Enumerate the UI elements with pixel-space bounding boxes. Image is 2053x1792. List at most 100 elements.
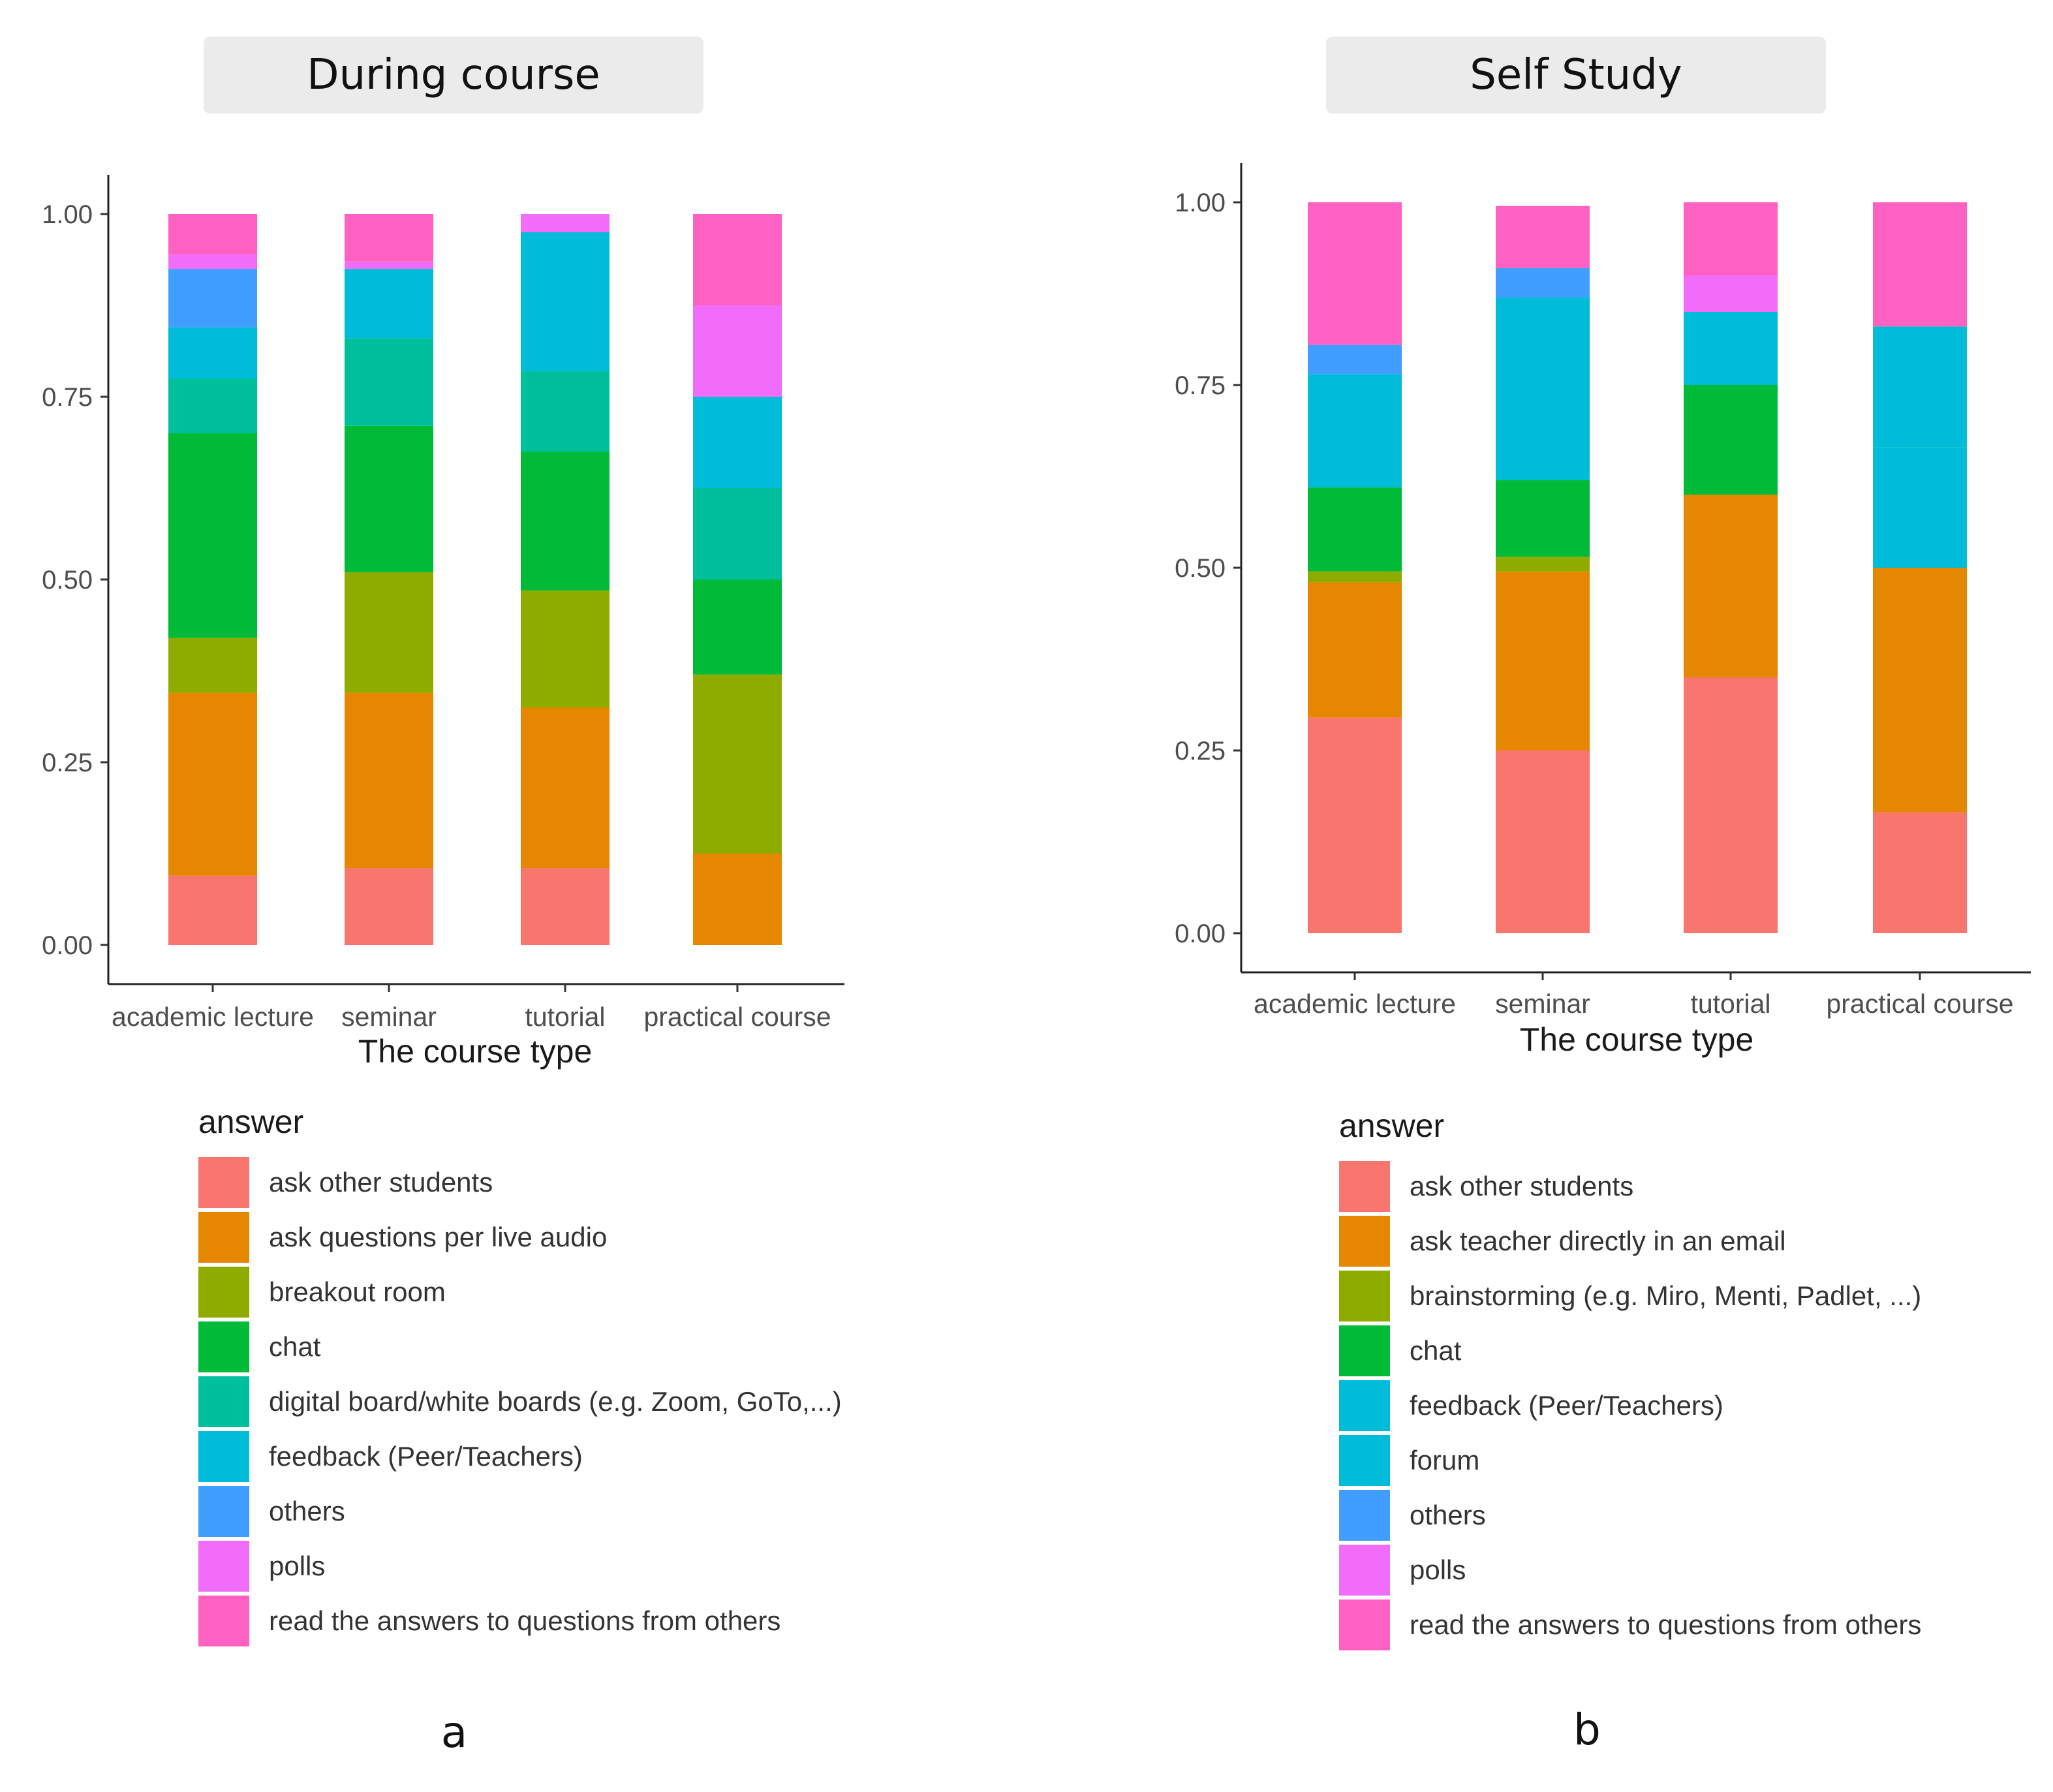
legend-key xyxy=(198,1267,249,1318)
bar-segment-practical-course-feedback-peer-teachers xyxy=(693,397,782,488)
y-tick-label: 0.25 xyxy=(1175,737,1226,765)
bar-segment-practical-course-read-the-answers-to-questions-from-others xyxy=(1873,202,1967,327)
y-tick-label: 1.00 xyxy=(1175,189,1226,217)
y-tick-label: 0.75 xyxy=(42,383,93,412)
legend-key xyxy=(1339,1490,1390,1541)
legend-key xyxy=(198,1376,249,1427)
legend-self-study: answer ask other students ask teacher dir… xyxy=(1339,1107,1921,1652)
legend-key xyxy=(198,1541,249,1592)
legend-key xyxy=(1339,1216,1390,1267)
legend-item: ask other students xyxy=(1339,1159,1921,1214)
legend-during-course: answer ask other students ask questions p… xyxy=(198,1103,842,1648)
legend-key xyxy=(198,1321,249,1372)
legend-key xyxy=(1339,1325,1390,1376)
bar-segment-academic-lecture-ask-other-students xyxy=(168,875,257,945)
bar-segment-tutorial-ask-other-students xyxy=(521,868,610,945)
bar-segment-tutorial-ask-teacher-directly-in-an-email xyxy=(1684,495,1778,677)
bar-segment-academic-lecture-forum xyxy=(1308,374,1402,476)
legend-title: answer xyxy=(198,1104,304,1140)
bar-segment-tutorial-polls xyxy=(521,214,610,232)
bar-segment-academic-lecture-ask-other-students xyxy=(1308,717,1402,933)
x-tick-label: seminar xyxy=(341,1002,437,1032)
legend-label: others xyxy=(269,1496,345,1526)
bar-segment-academic-lecture-feedback-peer-teachers xyxy=(1308,476,1402,487)
legend-item: ask questions per live audio xyxy=(198,1210,842,1265)
bar-segment-practical-course-feedback-peer-teachers xyxy=(1873,447,1967,568)
bar-segment-seminar-digital-board-white-boards-e-g-zoom-goto xyxy=(345,338,433,426)
legend-item: feedback (Peer/Teachers) xyxy=(198,1429,842,1484)
bar-segment-tutorial-chat xyxy=(1684,385,1778,495)
legend-label: breakout room xyxy=(269,1276,446,1307)
legend-key xyxy=(1339,1380,1390,1431)
bar-segment-academic-lecture-digital-board-white-boards-e-g-zoom-goto xyxy=(168,378,257,433)
legend-label: polls xyxy=(1410,1554,1466,1585)
legend-title: answer xyxy=(1339,1107,1445,1144)
legend-key xyxy=(1339,1161,1390,1212)
y-tick-label: 0.25 xyxy=(42,749,93,777)
legend-item: read the answers to questions from other… xyxy=(198,1594,842,1648)
legend-label: others xyxy=(1410,1500,1486,1530)
legend-label: digital board/white boards (e.g. Zoom, G… xyxy=(269,1386,842,1417)
x-tick-label: seminar xyxy=(1495,989,1590,1019)
legend-key xyxy=(1339,1599,1390,1650)
legend-key xyxy=(198,1431,249,1482)
bar-segment-seminar-read-the-answers-to-questions-from-others xyxy=(1496,206,1590,268)
legend-label: ask other students xyxy=(1410,1171,1634,1201)
bar-segment-tutorial-feedback-peer-teachers xyxy=(1684,348,1778,385)
bar-segment-academic-lecture-ask-teacher-directly-in-an-email xyxy=(1308,582,1402,718)
panel-title-b: Self Study xyxy=(1326,37,1826,114)
bar-segment-tutorial-read-the-answers-to-questions-from-others xyxy=(1684,202,1778,275)
legend-label: brainstorming (e.g. Miro, Menti, Padlet,… xyxy=(1410,1280,1922,1311)
x-tick-label: academic lecture xyxy=(1254,989,1456,1019)
bar-segment-practical-course-polls xyxy=(693,305,782,397)
x-tick-label: practical course xyxy=(643,1002,831,1032)
bar-segment-practical-course-ask-teacher-directly-in-an-email xyxy=(1873,568,1967,813)
bar-segment-academic-lecture-chat xyxy=(168,433,257,638)
panel-title-a: During course xyxy=(204,37,703,114)
bar-segment-seminar-forum xyxy=(1496,297,1590,403)
bar-segment-academic-lecture-chat xyxy=(1308,487,1402,572)
legend-item: others xyxy=(1339,1488,1921,1543)
bar-segment-practical-course-forum xyxy=(1873,326,1967,448)
legend-item: breakout room xyxy=(198,1265,842,1320)
bar-segment-tutorial-digital-board-white-boards-e-g-zoom-goto xyxy=(521,371,610,452)
bar-segment-practical-course-ask-questions-per-live-audio xyxy=(693,854,782,945)
bar-segment-tutorial-ask-other-students xyxy=(1684,677,1778,933)
bar-segment-tutorial-forum xyxy=(1684,312,1778,348)
legend-key xyxy=(1339,1435,1390,1486)
y-tick-label: 1.00 xyxy=(42,200,93,229)
legend-label: ask questions per live audio xyxy=(269,1222,608,1252)
legend-label: chat xyxy=(269,1331,321,1362)
bar-segment-seminar-brainstorming-e-g-miro-menti-padlet xyxy=(1496,557,1590,572)
bar-segment-seminar-feedback-peer-teachers xyxy=(345,269,433,339)
legend-key xyxy=(1339,1271,1390,1321)
bar-segment-tutorial-breakout-room xyxy=(521,590,610,707)
bar-segment-academic-lecture-others xyxy=(1308,345,1402,375)
bar-segment-seminar-ask-teacher-directly-in-an-email xyxy=(1496,571,1590,750)
legend-label: chat xyxy=(1410,1335,1462,1366)
x-tick-label: tutorial xyxy=(1690,989,1770,1019)
bar-segment-seminar-read-the-answers-to-questions-from-others xyxy=(345,214,433,262)
legend-label: ask teacher directly in an email xyxy=(1410,1226,1786,1256)
bar-segment-seminar-ask-other-students xyxy=(1496,750,1590,933)
legend-label: read the answers to questions from other… xyxy=(269,1605,781,1636)
bar-segment-practical-course-read-the-answers-to-questions-from-others xyxy=(693,214,782,305)
bar-segment-seminar-ask-other-students xyxy=(345,868,433,945)
y-tick-label: 0.50 xyxy=(42,566,93,595)
legend-item: chat xyxy=(1339,1323,1921,1378)
legend-item: others xyxy=(198,1484,842,1539)
legend-key xyxy=(198,1157,249,1208)
legend-label: read the answers to questions from other… xyxy=(1410,1609,1922,1640)
legend-item: read the answers to questions from other… xyxy=(1339,1598,1921,1652)
legend-item: polls xyxy=(1339,1543,1921,1598)
bar-segment-seminar-polls xyxy=(345,261,433,269)
panel-letter-a: a xyxy=(440,1707,468,1757)
legend-item: digital board/white boards (e.g. Zoom, G… xyxy=(198,1374,842,1429)
bar-segment-practical-course-digital-board-white-boards-e-g-zoom-goto xyxy=(693,488,782,579)
legend-item: feedback (Peer/Teachers) xyxy=(1339,1378,1921,1433)
bar-segment-tutorial-feedback-peer-teachers xyxy=(521,232,610,371)
bar-segment-academic-lecture-feedback-peer-teachers xyxy=(168,327,257,378)
legend-item: ask teacher directly in an email xyxy=(1339,1214,1921,1269)
x-axis-title: The course type xyxy=(358,1033,593,1070)
bar-segment-tutorial-chat xyxy=(521,452,610,591)
